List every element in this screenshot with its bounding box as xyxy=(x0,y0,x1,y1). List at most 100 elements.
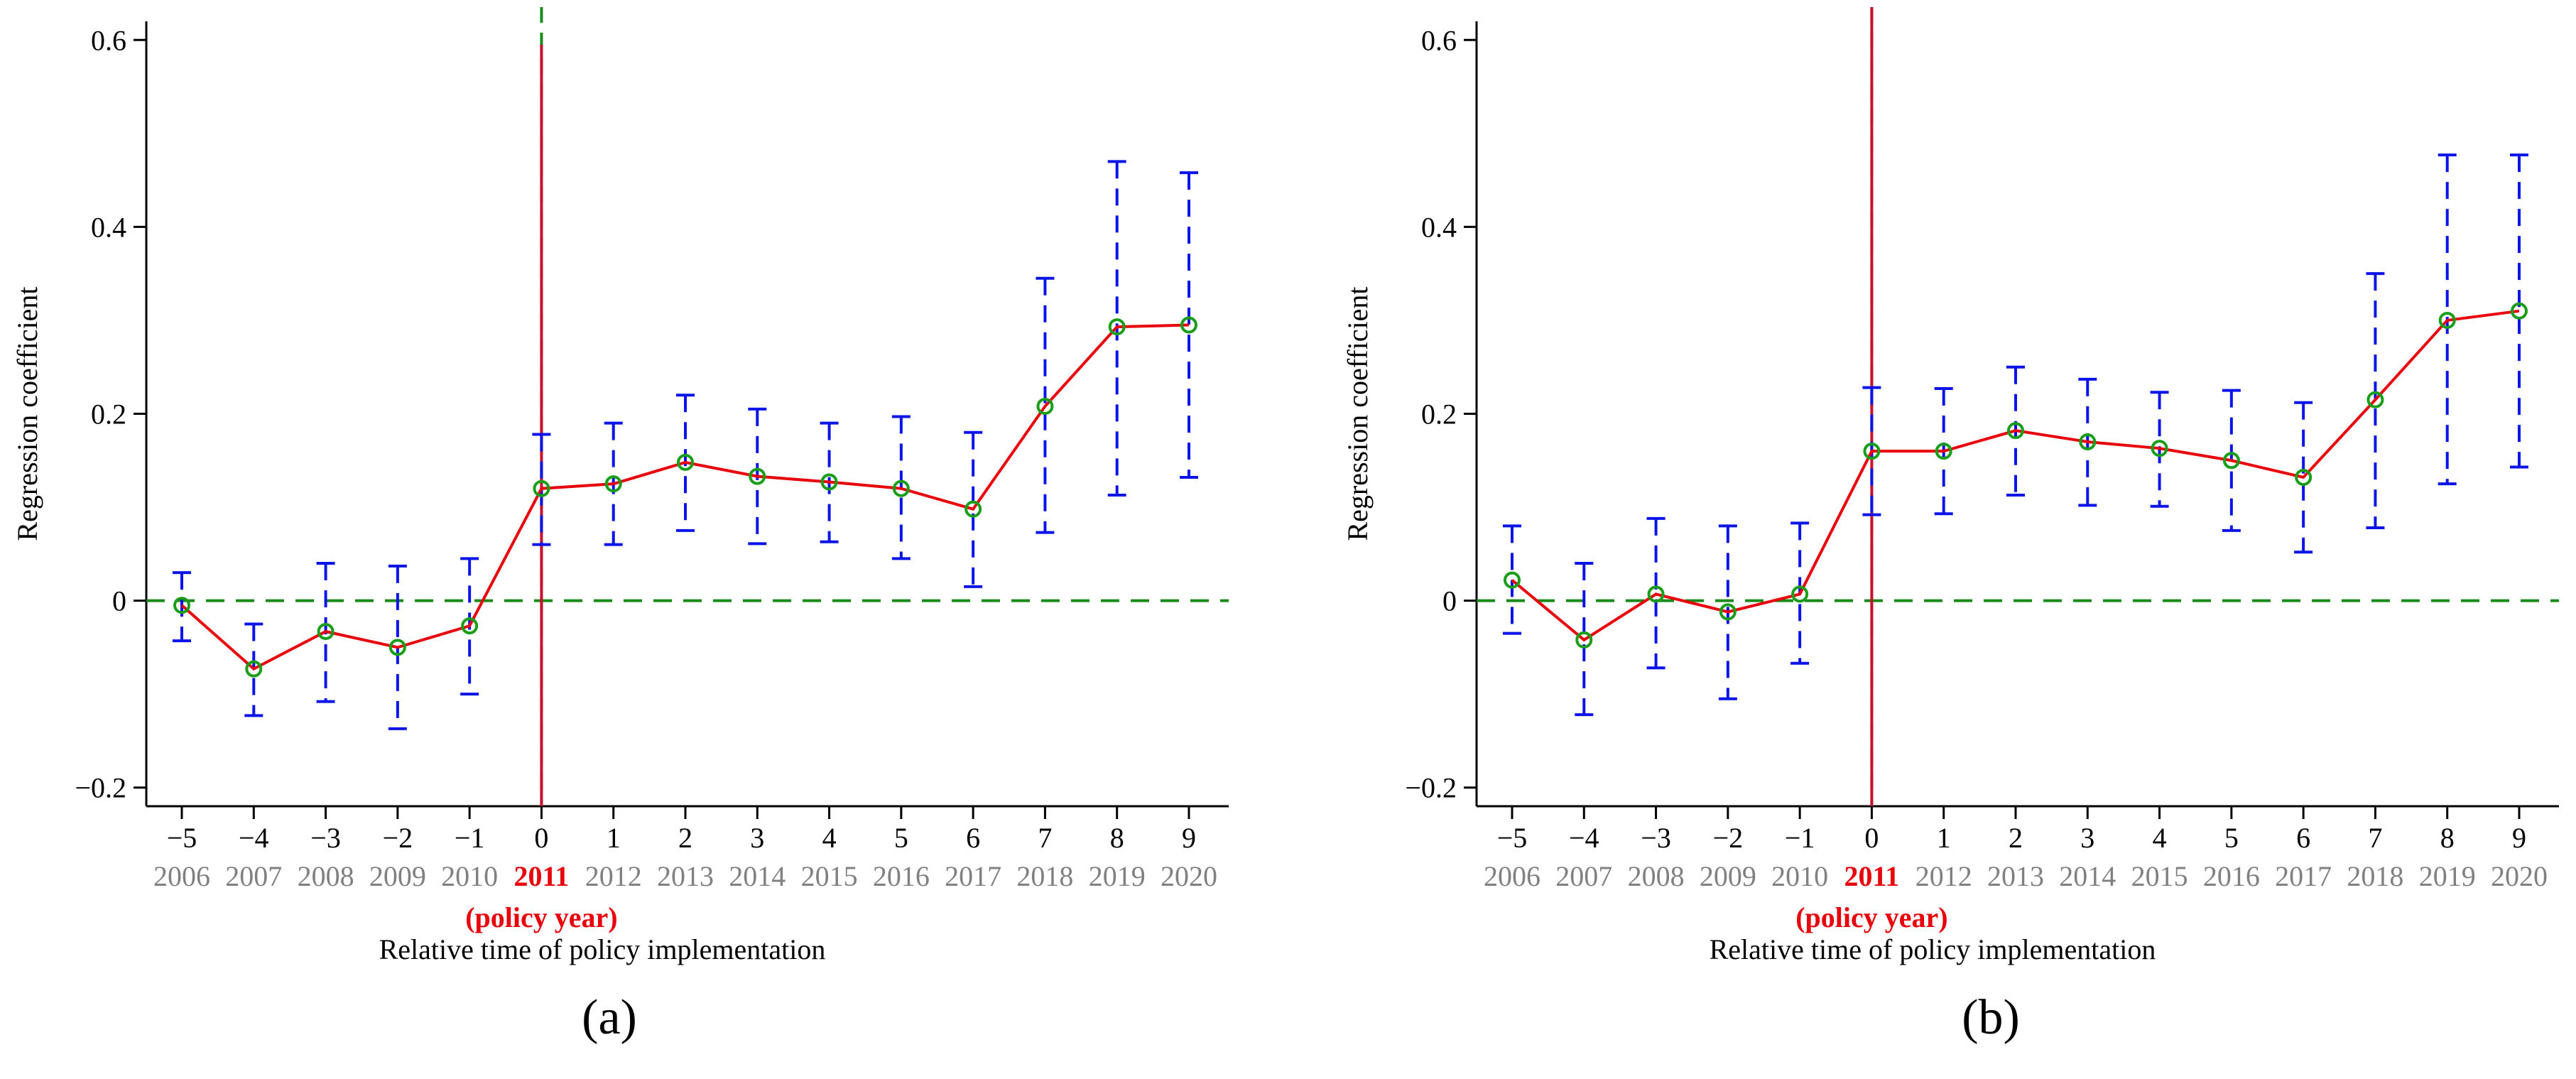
y-tick-label: 0.2 xyxy=(1421,398,1457,430)
coefficient-line xyxy=(180,323,1190,671)
x-tick-label: 7 xyxy=(1038,822,1052,854)
coefficient-line xyxy=(1511,309,2520,642)
year-label: 2008 xyxy=(1628,860,1685,892)
x-tick-label: 6 xyxy=(2296,822,2310,854)
coefficient-point xyxy=(2222,452,2240,470)
x-tick-label: 4 xyxy=(822,822,837,854)
coefficient-point xyxy=(173,597,190,614)
x-tick-label: 2 xyxy=(2009,822,2023,854)
coefficient-point xyxy=(820,473,838,491)
year-label: 2019 xyxy=(1089,860,1146,892)
x-axis-title: Relative time of policy implementation xyxy=(379,933,826,965)
year-label: 2009 xyxy=(369,860,426,892)
x-tick-label: 5 xyxy=(894,822,908,854)
y-tick-label: 0.4 xyxy=(1421,211,1457,243)
coefficient-point xyxy=(1791,585,1809,603)
x-tick-label: −1 xyxy=(1785,822,1815,854)
x-tick-label: 1 xyxy=(1937,822,1951,854)
year-label: 2014 xyxy=(2059,860,2116,892)
year-label: 2015 xyxy=(2131,860,2188,892)
x-tick-label: −5 xyxy=(1497,822,1528,854)
coefficient-point xyxy=(1647,585,1665,603)
coefficient-point xyxy=(461,617,479,635)
x-tick-label: −2 xyxy=(383,822,413,854)
y-tick-label: 0 xyxy=(1442,585,1457,617)
coefficient-point xyxy=(677,453,694,471)
y-tick-label: 0.6 xyxy=(1421,24,1457,56)
x-tick-label: 3 xyxy=(750,822,764,854)
coefficient-point xyxy=(604,475,622,493)
year-label: 2018 xyxy=(1016,860,1073,892)
x-tick-label: 1 xyxy=(607,822,621,854)
coefficient-point xyxy=(892,479,910,497)
x-tick-label: 8 xyxy=(1110,822,1124,854)
y-tick-label: 0.6 xyxy=(91,24,126,56)
year-label: 2014 xyxy=(729,860,786,892)
coefficient-point xyxy=(1719,603,1737,621)
year-label: 2006 xyxy=(153,860,210,892)
x-tick-label: 0 xyxy=(534,822,548,854)
year-label: 2017 xyxy=(945,860,1001,892)
coefficient-point xyxy=(388,639,406,656)
policy-year-label: 2011 xyxy=(514,860,570,892)
year-label: 2016 xyxy=(2203,860,2260,892)
coefficient-point xyxy=(2151,440,2168,457)
x-tick-label: 6 xyxy=(966,822,980,854)
y-tick-label: −0.2 xyxy=(1405,772,1457,804)
coefficient-point xyxy=(245,660,263,678)
coefficient-point xyxy=(1108,318,1126,336)
coefficient-point xyxy=(1504,571,1521,589)
x-tick-label: −4 xyxy=(239,822,269,854)
y-tick-label: −0.2 xyxy=(75,772,126,804)
coefficient-point xyxy=(2079,433,2097,450)
x-tick-label: −4 xyxy=(1569,822,1599,854)
coefficient-point xyxy=(1935,443,1952,460)
panel-label: (a) xyxy=(582,990,637,1045)
y-tick-label: 0 xyxy=(112,585,126,617)
x-tick-label: −3 xyxy=(1641,822,1671,854)
year-label: 2006 xyxy=(1484,860,1540,892)
x-tick-label: −2 xyxy=(1713,822,1744,854)
x-tick-label: 4 xyxy=(2153,822,2167,854)
year-label: 2016 xyxy=(873,860,930,892)
year-label: 2008 xyxy=(298,860,354,892)
year-label: 2009 xyxy=(1700,860,1756,892)
panel-label: (b) xyxy=(1962,990,2020,1045)
year-label: 2007 xyxy=(1555,860,1612,892)
x-tick-label: 9 xyxy=(1182,822,1196,854)
coefficient-point xyxy=(317,623,335,641)
policy-year-label: 2011 xyxy=(1844,860,1900,892)
year-label: 2020 xyxy=(1161,860,1217,892)
y-tick-label: 0.4 xyxy=(91,211,126,243)
year-label: 2019 xyxy=(2419,860,2476,892)
coefficient-point xyxy=(2295,468,2313,486)
x-tick-label: 3 xyxy=(2080,822,2094,854)
coefficient-point xyxy=(1575,631,1593,649)
x-tick-label: 9 xyxy=(2512,822,2526,854)
x-tick-label: 0 xyxy=(1864,822,1879,854)
x-tick-label: −3 xyxy=(310,822,341,854)
x-tick-label: 8 xyxy=(2440,822,2455,854)
year-label: 2018 xyxy=(2347,860,2403,892)
coefficient-point xyxy=(2511,302,2528,320)
panel-a: −0.2 0 0.2 0.4 0.6 Regression coefficient −5 20… xyxy=(11,7,1229,1045)
x-tick-label: 5 xyxy=(2224,822,2239,854)
y-axis-title: Regression coefficient xyxy=(11,286,43,541)
year-label: 2010 xyxy=(441,860,498,892)
coefficient-point xyxy=(533,479,550,497)
x-tick-label: −5 xyxy=(167,822,197,854)
coefficient-point xyxy=(1863,443,1881,460)
year-label: 2013 xyxy=(657,860,714,892)
x-axis-title: Relative time of policy implementation xyxy=(1710,933,2156,965)
policy-year-note: (policy year) xyxy=(465,901,617,933)
x-tick-label: 7 xyxy=(2368,822,2382,854)
year-label: 2012 xyxy=(585,860,642,892)
coefficient-point xyxy=(2438,311,2456,329)
coefficient-point xyxy=(749,467,766,485)
coefficient-point xyxy=(2007,422,2024,440)
y-tick-label: 0.2 xyxy=(91,398,126,430)
coefficient-point xyxy=(1180,316,1197,334)
coefficient-point xyxy=(1036,397,1054,415)
